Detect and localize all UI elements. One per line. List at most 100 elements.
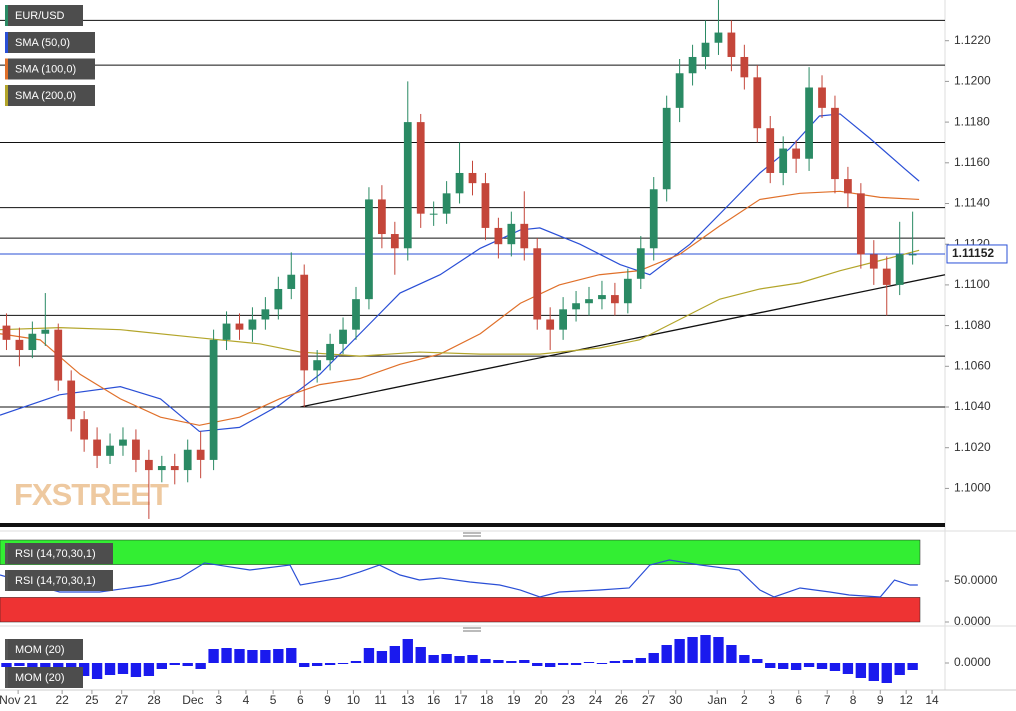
candle-body (2, 325, 11, 340)
candle-body (559, 309, 567, 330)
legend-entry: SMA (200,0) (15, 90, 76, 102)
mom-bar (169, 663, 180, 665)
x-tick-label: 14 (925, 693, 939, 707)
candle-body (908, 254, 917, 256)
candle-body (54, 329, 63, 381)
y-tick-label: 1.1160 (954, 155, 990, 169)
mom-bar (195, 663, 206, 669)
x-tick-label: 26 (615, 693, 629, 707)
legend-entry-box (5, 570, 113, 591)
candle-body (675, 73, 684, 108)
candle-body (831, 107, 839, 180)
x-tick-label: 27 (115, 693, 129, 707)
mom-bar (299, 663, 310, 667)
candle-body (429, 213, 438, 215)
y-tick-label: 1.1100 (954, 277, 990, 291)
candle-body (41, 329, 50, 334)
candle-body (623, 278, 632, 304)
candle-body (507, 223, 516, 245)
mom-bar (260, 650, 271, 663)
trendline (300, 274, 946, 408)
mom-bar (816, 663, 828, 669)
y-tick-label: 1.1060 (954, 358, 991, 372)
mom-bar (894, 663, 905, 675)
legend-entry-box (5, 32, 95, 53)
mom-bar (842, 663, 854, 674)
y-tick-label: 1.1220 (954, 33, 991, 47)
candle-body (119, 439, 127, 446)
mom-bar (350, 661, 362, 663)
candle-body (805, 87, 813, 159)
legend-title: EUR/USD (15, 10, 65, 22)
y-tick-label: 1.1000 (954, 481, 991, 495)
candle-body (468, 172, 477, 184)
x-tick-label: 23 (562, 693, 576, 707)
legend-title-swatch (5, 543, 8, 564)
candle-body (132, 439, 140, 460)
mom-bar (570, 663, 582, 665)
candle-body (442, 193, 451, 214)
mom-bar (544, 663, 556, 667)
x-tick-label: 30 (669, 693, 683, 707)
x-tick-label: 19 (507, 693, 521, 707)
candle-body (727, 32, 736, 57)
x-tick-label: 20 (534, 693, 548, 707)
x-tick-label: 22 (55, 693, 69, 707)
sma-line (0, 249, 920, 357)
candle-body (106, 445, 114, 456)
candle-body (636, 248, 645, 279)
legend-entry-box (5, 667, 83, 688)
mom-bar (402, 639, 413, 663)
mom-bar (104, 663, 116, 675)
mom-bar (532, 663, 543, 666)
last-price-label: 1.11152 (952, 246, 994, 260)
mom-bar (376, 651, 388, 663)
mom-bar (389, 646, 401, 663)
candle-body (28, 333, 37, 351)
candle-body (520, 223, 529, 249)
mom-bar (428, 655, 439, 663)
mom-bar (803, 663, 815, 667)
sma-line (0, 190, 920, 426)
mom-bar (726, 645, 737, 663)
legend-title-swatch (5, 5, 8, 26)
candle-body (753, 77, 762, 129)
candle-body (274, 288, 283, 310)
legend-entry-swatch (5, 32, 8, 53)
x-tick-label: 8 (850, 693, 857, 707)
candle-body (403, 122, 412, 249)
x-tick-label: 3 (768, 693, 775, 707)
mom-bar (868, 663, 879, 681)
candle-body (352, 299, 360, 330)
mom-bar (156, 663, 167, 669)
x-tick-label: 11 (374, 693, 387, 707)
x-tick-label: 18 (480, 693, 494, 707)
legend-entry-box (5, 85, 95, 106)
mom-bar (324, 663, 336, 665)
candle-body (80, 419, 89, 440)
candle-body (714, 32, 723, 43)
legend-entry-swatch (5, 667, 8, 688)
mom-bar (609, 661, 621, 663)
legend-title-box (5, 639, 83, 660)
candle-body (390, 234, 399, 249)
candle-body (416, 122, 425, 214)
candle-body (882, 268, 891, 285)
x-tick-label: 28 (147, 693, 161, 707)
candle-body (494, 227, 503, 245)
candle-body (572, 303, 580, 310)
rsi-band (0, 597, 921, 623)
last-price-box (946, 244, 1008, 264)
x-tick-label: 12 (899, 693, 913, 707)
mom-bar (907, 663, 918, 670)
candle-body (779, 148, 788, 173)
candle-body (455, 172, 464, 194)
y-tick-label: 0.0000 (954, 655, 991, 669)
mom-bar (415, 647, 426, 663)
mom-bar (752, 659, 763, 663)
legend-entry: RSI (14,70,30,1) (15, 575, 96, 587)
x-tick-label: 2 (741, 693, 748, 707)
